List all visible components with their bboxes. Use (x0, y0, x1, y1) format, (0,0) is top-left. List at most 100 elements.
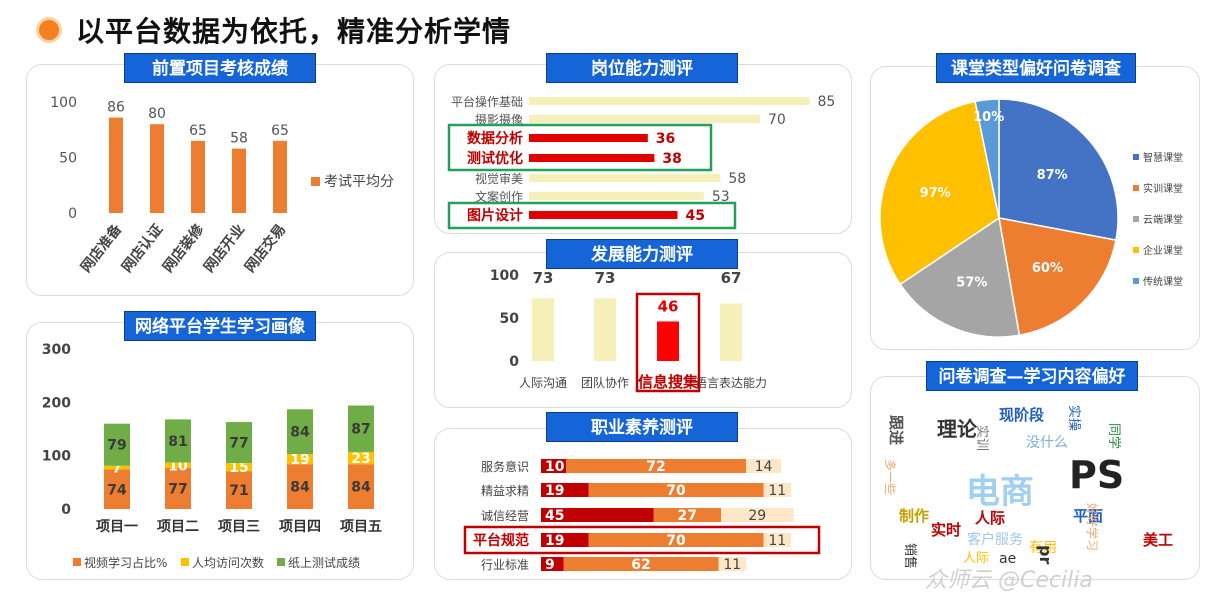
wordcloud-word: 制作 (899, 507, 930, 525)
x-tick-label: 人际沟通 (519, 376, 567, 390)
legend-label: 实训课堂 (1143, 182, 1183, 195)
bar-segment (541, 533, 589, 547)
x-tick-label: 项目一 (96, 519, 138, 535)
data-label: 70 (666, 533, 686, 549)
x-tick-label: 语言表达能力 (695, 376, 767, 390)
category-label: 摄影摄像 (475, 112, 523, 127)
bar (532, 298, 554, 361)
category-label: 数据分析 (467, 130, 523, 147)
highlight-box (463, 525, 821, 555)
data-label: 73 (595, 269, 616, 287)
data-label: 11 (723, 557, 741, 573)
pro-panel: 服务意识 10 72 14 精益求精 19 70 11 诚信经营 45 27 29 平台规范 19 70 11… (434, 428, 852, 580)
x-tick-label: 网店开业 (200, 221, 248, 276)
bar (232, 148, 246, 213)
legend-swatch (1133, 154, 1139, 160)
wordcloud-panel: 理论 现阶段 没什么 电商 PS 平面 制作 实时 人际 客户服务 有用 美工 跟进 实训 实操 同学 好好学习… (870, 376, 1200, 580)
data-label: 27 (678, 508, 697, 524)
bar (529, 174, 721, 182)
data-label: 14 (755, 459, 773, 475)
data-label: 23 (351, 451, 370, 467)
x-tick-label: 网店交易 (241, 221, 289, 276)
data-label: 74 (107, 482, 127, 498)
bar (529, 134, 648, 142)
bar (529, 192, 704, 200)
legend-label: 纸上测试成绩 (288, 555, 360, 570)
data-label: 29 (748, 508, 766, 524)
bar (191, 140, 205, 213)
legend-label: 智慧课堂 (1143, 151, 1183, 164)
data-label: 72 (646, 459, 665, 475)
data-label: 65 (271, 123, 289, 139)
survey-panel: 87% 60% 57% 97% 10% 智慧课堂 实训课堂 云端课堂 企业课堂 传统课堂 (870, 66, 1200, 350)
bar-segment (287, 464, 313, 509)
data-label: 84 (351, 480, 371, 496)
x-tick-label: 网店准备 (77, 220, 125, 275)
data-label: 70 (768, 112, 786, 128)
exam-chart: 0 50 100 86 网店准备 80 网店认证 65 网店装修 58 网店开业 65 网店交易 考试平均… (50, 95, 394, 276)
bar-segment (165, 462, 191, 468)
pie-slice (998, 98, 1119, 241)
data-label: 65 (189, 123, 207, 139)
data-label: 73 (533, 269, 554, 287)
highlight-box (447, 201, 737, 230)
highlight-box (447, 123, 713, 172)
dev-chart: 0 50 100 73 人际沟通 73 团队协作 46 信息搜集 67 语言表达能力 (490, 268, 767, 393)
data-label: 15 (229, 460, 248, 476)
legend-swatch (1133, 216, 1139, 222)
wordcloud-word: 电商 (966, 472, 1034, 512)
bar (529, 115, 760, 123)
wordcloud-word: PS (1069, 453, 1125, 497)
legend-swatch (1133, 247, 1139, 253)
pie-slice (879, 100, 1000, 286)
data-label: 11 (768, 533, 786, 549)
wordcloud-word: ae (999, 551, 1017, 567)
legend-swatch (73, 558, 81, 566)
data-label: 19 (290, 452, 309, 468)
legend-swatch (1133, 185, 1139, 191)
data-label: 84 (290, 425, 310, 441)
portrait-panel-title: 网络平台学生学习画像 (124, 311, 316, 341)
bar-segment (348, 405, 374, 452)
y-tick-label: 200 (42, 395, 71, 411)
bar-segment (348, 464, 374, 509)
page-header: 以平台数据为依托，精准分析学情 (36, 10, 511, 50)
legend-swatch (181, 558, 189, 566)
data-label: 87% (1037, 168, 1068, 183)
legend-label: 视频学习占比% (84, 555, 167, 570)
bar (529, 97, 810, 105)
data-label: 36 (656, 131, 675, 147)
wordcloud-word: 理论 (937, 417, 977, 441)
watermark: 众师云 @Cecilia (925, 568, 1093, 593)
data-label: 38 (662, 151, 681, 167)
bar-segment (541, 557, 564, 571)
y-tick-label: 50 (500, 311, 520, 327)
bar-segment (588, 533, 764, 547)
category-label: 图片设计 (467, 207, 523, 224)
title-bullet-icon (36, 17, 62, 43)
dev-panel: 0 50 100 73 人际沟通 73 团队协作 46 信息搜集 67 语言表达能力 (434, 252, 852, 408)
exam-panel: 0 50 100 86 网店准备 80 网店认证 65 网店装修 58 网店开业 65 网店交易 考试平均… (26, 64, 414, 296)
data-label: 58 (230, 131, 248, 147)
bar-segment (287, 454, 313, 465)
bar (109, 117, 123, 213)
legend-swatch (277, 558, 285, 566)
legend-label: 传统课堂 (1143, 275, 1183, 288)
bar (720, 303, 742, 361)
wordcloud-panel-title: 问卷调查—学习内容偏好 (926, 361, 1138, 391)
bar-segment (104, 423, 130, 466)
data-label: 87 (351, 422, 370, 438)
bar (529, 154, 655, 162)
post-chart: 平台操作基础 85 摄影摄像 70 数据分析 36 测试优化 38 视觉审美 58 文案创作 53 图片… (447, 94, 835, 230)
data-label: 70 (666, 483, 686, 499)
survey-panel-title: 课堂类型偏好问卷调查 (936, 53, 1136, 83)
wordcloud-word: 实操 (1066, 405, 1081, 432)
bar-segment (287, 409, 313, 455)
data-label: 79 (107, 438, 126, 454)
category-label: 精益求精 (481, 484, 529, 498)
bar-segment (718, 557, 746, 571)
data-label: 58 (728, 171, 746, 187)
post-panel: 平台操作基础 85 摄影摄像 70 数据分析 36 测试优化 38 视觉审美 58 文案创作 53 图片… (434, 64, 852, 234)
data-label: 62 (631, 557, 650, 573)
data-label: 19 (545, 533, 564, 549)
